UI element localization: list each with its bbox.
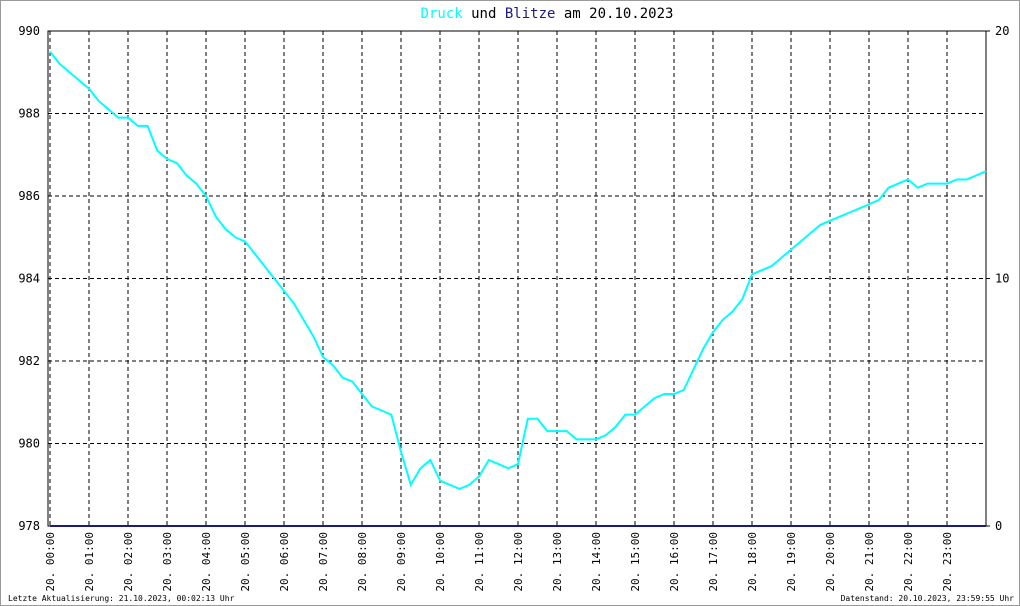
x-tick-label: 20. 09:00 — [395, 532, 408, 592]
series-line — [49, 50, 987, 490]
title-date: am 20.10.2023 — [564, 6, 674, 22]
y-tick-label: 988 — [18, 107, 40, 121]
x-tick-label: 20. 02:00 — [122, 532, 135, 592]
x-tick-label: 20. 20:00 — [824, 532, 837, 592]
x-tick-label: 20. 06:00 — [278, 532, 291, 592]
footer-left: Letzte Aktualisierung: 21.10.2023, 00:02… — [8, 594, 235, 603]
y-tick-label: 978 — [18, 519, 40, 533]
x-tick-label: 20. 00:00 — [44, 532, 57, 592]
y-tick-label: 984 — [18, 272, 40, 286]
x-tick-label: 20. 13:00 — [551, 532, 564, 592]
x-tick-label: 20. 03:00 — [161, 532, 174, 592]
title-series: Druck — [421, 6, 464, 22]
x-tick-label: 20. 17:00 — [707, 532, 720, 592]
x-tick-label: 20. 15:00 — [629, 532, 642, 592]
y2-tick-label: 0 — [995, 519, 1002, 533]
x-tick-label: 20. 16:00 — [668, 532, 681, 592]
y-tick-label: 982 — [18, 354, 40, 368]
y-tick-label: 980 — [18, 437, 40, 451]
x-tick-label: 20. 04:00 — [200, 532, 213, 592]
footer-right: Datenstand: 20.10.2023, 23:59:55 Uhr — [841, 594, 1015, 603]
x-tick-label: 20. 23:00 — [941, 532, 954, 592]
x-tick-label: 20. 21:00 — [863, 532, 876, 592]
x-tick-label: 20. 05:00 — [239, 532, 252, 592]
x-tick-label: 20. 12:00 — [512, 532, 525, 592]
y2-tick-label: 20 — [995, 24, 1009, 38]
title-connector: und — [471, 6, 496, 22]
x-tick-label: 20. 10:00 — [434, 532, 447, 592]
x-tick-label: 20. 19:00 — [785, 532, 798, 592]
x-tick-label: 20. 14:00 — [590, 532, 603, 592]
x-tick-label: 20. 01:00 — [83, 532, 96, 592]
x-tick-label: 20. 11:00 — [473, 532, 486, 592]
chart-title: Druck und Blitze am 20.10.2023 — [421, 6, 674, 22]
y-tick-label: 986 — [18, 189, 40, 203]
x-tick-label: 20. 18:00 — [746, 532, 759, 592]
x-tick-label: 20. 07:00 — [317, 532, 330, 592]
x-tick-label: 20. 22:00 — [902, 532, 915, 592]
y-tick-label: 990 — [18, 24, 40, 38]
x-tick-label: 20. 08:00 — [356, 532, 369, 592]
y2-tick-label: 10 — [995, 272, 1009, 286]
title-series: Blitze — [505, 6, 556, 22]
